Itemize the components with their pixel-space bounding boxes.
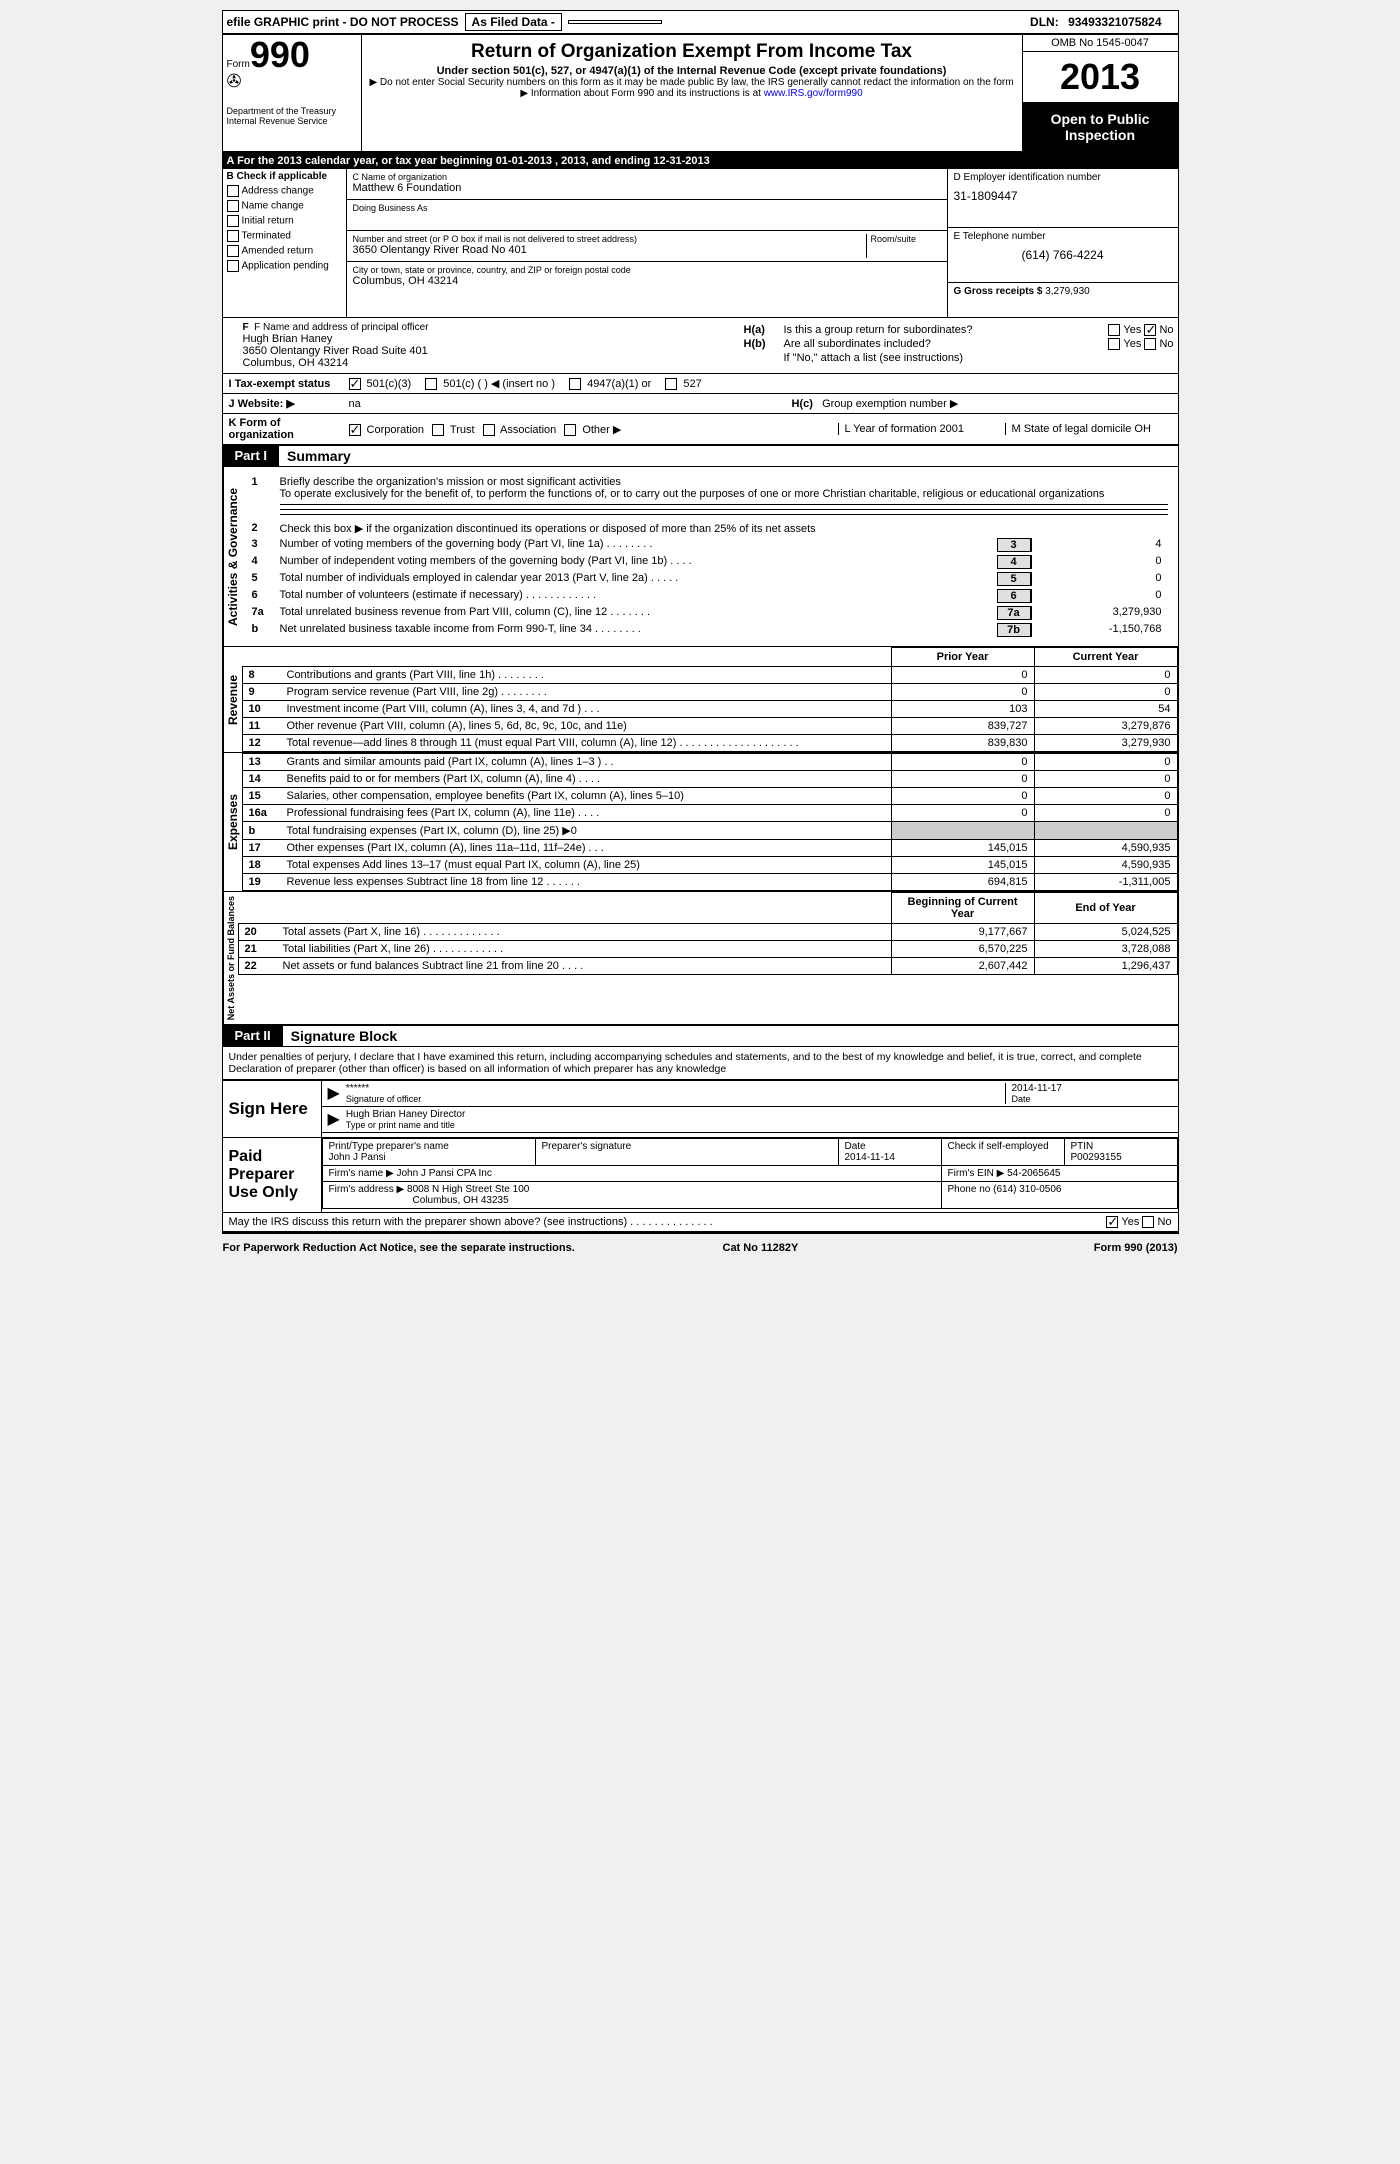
- officer-section: F F Name and address of principal office…: [223, 317, 1178, 373]
- gross-receipts: 3,279,930: [1045, 286, 1090, 297]
- asfiled-blank: [568, 20, 662, 24]
- summary-line: 5Total number of individuals employed in…: [252, 572, 1168, 586]
- telephone: (614) 766-4224: [954, 248, 1172, 262]
- mission-text: To operate exclusively for the benefit o…: [280, 488, 1168, 500]
- checkbox-option: Amended return: [227, 245, 342, 257]
- summary-line: 4Number of independent voting members of…: [252, 555, 1168, 569]
- checkbox-option: Initial return: [227, 215, 342, 227]
- table-row: 10Investment income (Part VIII, column (…: [242, 701, 1177, 718]
- preparer-table: Print/Type preparer's nameJohn J Pansi P…: [322, 1138, 1178, 1209]
- omb-number: OMB No 1545-0047: [1023, 35, 1178, 52]
- table-row: 16aProfessional fundraising fees (Part I…: [242, 805, 1177, 822]
- page-footer: For Paperwork Reduction Act Notice, see …: [223, 1238, 1178, 1258]
- org-city: Columbus, OH 43214: [353, 275, 941, 287]
- box-c: C Name of organization Matthew 6 Foundat…: [347, 169, 947, 317]
- table-row: 17Other expenses (Part IX, column (A), l…: [242, 840, 1177, 857]
- asfiled-box: As Filed Data -: [465, 13, 562, 31]
- summary-line: bNet unrelated business taxable income f…: [252, 623, 1168, 637]
- table-row: 13Grants and similar amounts paid (Part …: [242, 754, 1177, 771]
- tax-year: 2013: [1023, 52, 1178, 103]
- netassets-table: Beginning of Current YearEnd of Year 20T…: [238, 892, 1178, 975]
- revenue-table: Prior YearCurrent Year 8Contributions an…: [242, 647, 1178, 752]
- form-title: Return of Organization Exempt From Incom…: [366, 41, 1018, 63]
- header-center: Return of Organization Exempt From Incom…: [362, 35, 1022, 151]
- org-name: Matthew 6 Foundation: [353, 182, 941, 194]
- checkbox-option: Name change: [227, 200, 342, 212]
- org-address: 3650 Olentangy River Road No 401: [353, 244, 866, 256]
- checkbox-option: Terminated: [227, 230, 342, 242]
- open-inspection: Open to Public Inspection: [1023, 103, 1178, 151]
- section-a-period: A For the 2013 calendar year, or tax yea…: [223, 153, 1178, 169]
- officer-name: Hugh Brian Haney: [243, 333, 720, 345]
- header-right: OMB No 1545-0047 2013 Open to Public Ins…: [1022, 35, 1178, 151]
- discuss-yes-checkbox[interactable]: [1106, 1216, 1118, 1228]
- sign-section: Sign Here ▶ ****** Signature of officer …: [223, 1079, 1178, 1212]
- irs-link[interactable]: www.IRS.gov/form990: [764, 88, 863, 99]
- row-form-org: K Form of organization Corporation Trust…: [223, 413, 1178, 446]
- table-row: 11Other revenue (Part VIII, column (A), …: [242, 718, 1177, 735]
- table-row: bTotal fundraising expenses (Part IX, co…: [242, 822, 1177, 840]
- header-left: Form990 ✇ Department of the Treasury Int…: [223, 35, 362, 151]
- dln: DLN: 93493321075824: [1030, 15, 1167, 29]
- box-b: B Check if applicable Address changeName…: [223, 169, 347, 317]
- revenue-section: Revenue Prior YearCurrent Year 8Contribu…: [223, 647, 1178, 753]
- top-bar: efile GRAPHIC print - DO NOT PROCESS As …: [223, 11, 1178, 35]
- irs-discuss-row: May the IRS discuss this return with the…: [223, 1212, 1178, 1233]
- table-row: 22Net assets or fund balances Subtract l…: [238, 958, 1177, 975]
- netassets-section: Net Assets or Fund Balances Beginning of…: [223, 892, 1178, 1026]
- perjury-statement: Under penalties of perjury, I declare th…: [223, 1047, 1178, 1079]
- table-row: 8Contributions and grants (Part VIII, li…: [242, 667, 1177, 684]
- table-row: 21Total liabilities (Part X, line 26) . …: [238, 941, 1177, 958]
- summary-line: 6Total number of volunteers (estimate if…: [252, 589, 1168, 603]
- summary-line: 7aTotal unrelated business revenue from …: [252, 606, 1168, 620]
- ein: 31-1809447: [954, 189, 1172, 203]
- table-row: 15Salaries, other compensation, employee…: [242, 788, 1177, 805]
- table-row: 18Total expenses Add lines 13–17 (must e…: [242, 857, 1177, 874]
- expenses-section: Expenses 13Grants and similar amounts pa…: [223, 753, 1178, 892]
- table-row: 20Total assets (Part X, line 16) . . . .…: [238, 924, 1177, 941]
- main-info: B Check if applicable Address changeName…: [223, 169, 1178, 317]
- summary-line: 3Number of voting members of the governi…: [252, 538, 1168, 552]
- table-row: 12Total revenue—add lines 8 through 11 (…: [242, 735, 1177, 752]
- box-d: D Employer identification number 31-1809…: [947, 169, 1178, 317]
- part-1-header: Part I Summary: [223, 446, 1178, 467]
- activities-section: Activities & Governance 1 Briefly descri…: [223, 467, 1178, 647]
- row-tax-exempt: I Tax-exempt status 501(c)(3) 501(c) ( )…: [223, 373, 1178, 393]
- form-header: Form990 ✇ Department of the Treasury Int…: [223, 35, 1178, 153]
- checkbox-option: Application pending: [227, 260, 342, 272]
- table-row: 19Revenue less expenses Subtract line 18…: [242, 874, 1177, 891]
- table-row: 14Benefits paid to or for members (Part …: [242, 771, 1177, 788]
- table-row: 9Program service revenue (Part VIII, lin…: [242, 684, 1177, 701]
- row-website: J Website: ▶ na H(c) Group exemption num…: [223, 393, 1178, 413]
- efile-notice: efile GRAPHIC print - DO NOT PROCESS: [227, 15, 459, 29]
- discuss-no-checkbox[interactable]: [1142, 1216, 1154, 1228]
- form-990-page: efile GRAPHIC print - DO NOT PROCESS As …: [222, 10, 1179, 1234]
- expenses-table: 13Grants and similar amounts paid (Part …: [242, 753, 1178, 891]
- checkbox-option: Address change: [227, 185, 342, 197]
- part-2-header: Part II Signature Block: [223, 1026, 1178, 1047]
